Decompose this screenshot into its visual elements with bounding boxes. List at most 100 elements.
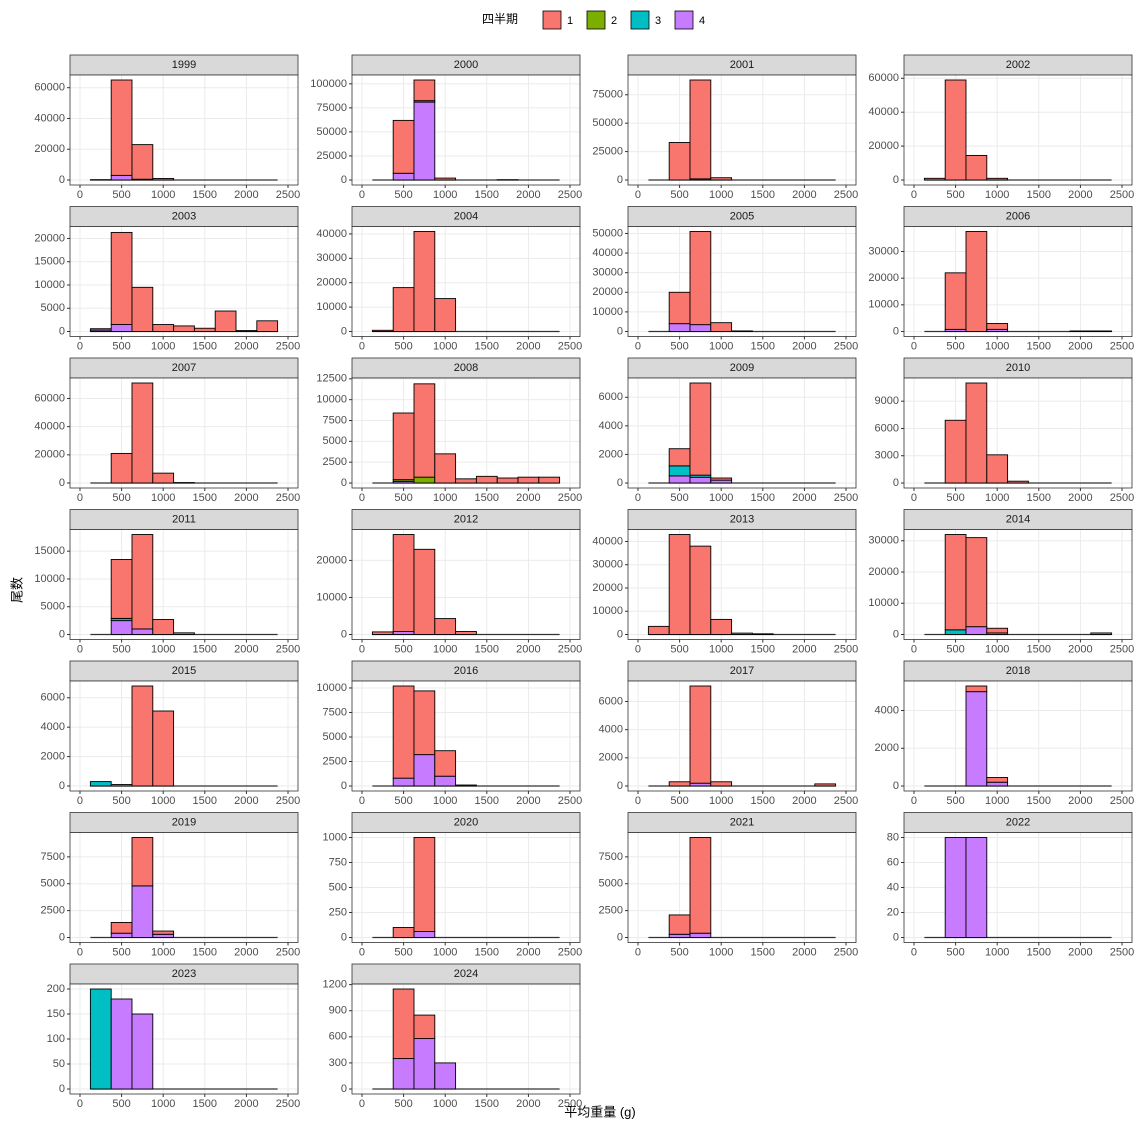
bar-segment: [965, 231, 988, 332]
bar-segment: [731, 330, 753, 332]
bar-segment: [689, 476, 712, 484]
y-tick-label: 75000: [316, 102, 347, 114]
y-tick-label: 2500: [599, 905, 623, 917]
y-tick-label: 0: [59, 477, 65, 489]
strip-label: 2009: [730, 362, 754, 374]
panel-border: [903, 74, 1133, 186]
x-tick-label: 1500: [1027, 492, 1051, 504]
x-tick-label: 2500: [276, 189, 300, 201]
panel-background: [628, 75, 856, 185]
panel-border: [627, 529, 857, 640]
y-tick-label: 50000: [316, 126, 347, 138]
panel-border: [69, 529, 299, 640]
panel-background: [352, 681, 580, 791]
y-tick-label: 40000: [592, 247, 623, 259]
y-tick-label: 0: [617, 477, 623, 489]
y-tick-label: 80: [887, 831, 899, 843]
bar-segment: [392, 287, 415, 332]
legend-label: 1: [567, 15, 573, 27]
x-tick-label: 500: [112, 643, 130, 655]
bar-segment: [392, 777, 415, 787]
bar-segment: [710, 477, 733, 481]
bar-segment: [392, 1058, 415, 1090]
y-tick-label: 20000: [868, 566, 899, 578]
bar-segment: [475, 475, 498, 484]
panel-border: [627, 226, 857, 337]
panel-background: [904, 681, 1132, 791]
panel-background: [70, 378, 298, 488]
x-tick-label: 0: [359, 189, 365, 201]
x-tick-label: 1000: [433, 946, 457, 958]
x-tick-label: 2000: [1068, 946, 1092, 958]
bar-segment: [89, 988, 112, 1090]
x-tick-label: 2000: [792, 946, 816, 958]
x-tick-label: 2500: [276, 643, 300, 655]
x-tick-label: 2500: [276, 1098, 300, 1110]
y-tick-label: 2500: [323, 456, 347, 468]
strip-label: 2017: [730, 665, 754, 677]
panel-background: [628, 378, 856, 488]
x-tick-label: 2000: [1068, 189, 1092, 201]
x-tick-label: 0: [77, 340, 83, 352]
y-tick-label: 5000: [323, 731, 347, 743]
strip-label: 2007: [172, 362, 196, 374]
y-tick-label: 0: [617, 780, 623, 792]
y-tick-label: 1200: [323, 979, 347, 991]
strip-label: 2018: [1006, 665, 1030, 677]
x-tick-label: 1500: [475, 795, 499, 807]
bar-segment: [131, 286, 154, 332]
x-tick-label: 2500: [834, 340, 858, 352]
y-tick-label: 10000: [316, 682, 347, 694]
y-tick-label: 4000: [41, 721, 65, 733]
legend-label: 4: [699, 15, 705, 27]
bar-segment: [392, 172, 415, 181]
y-tick-label: 10000: [868, 597, 899, 609]
y-tick-label: 10000: [592, 605, 623, 617]
x-tick-label: 1000: [709, 795, 733, 807]
y-tick-label: 10000: [316, 591, 347, 603]
bar-segment: [413, 101, 436, 181]
legend-key: [630, 10, 650, 30]
bar-segment: [434, 1062, 457, 1090]
bar-segment: [668, 933, 691, 938]
bar-segment: [235, 330, 258, 332]
y-tick-label: 1000: [323, 831, 347, 843]
panel-border: [69, 983, 299, 1095]
y-tick-label: 4000: [599, 420, 623, 432]
x-tick-label: 1500: [475, 946, 499, 958]
y-tick-label: 0: [617, 931, 623, 943]
bar-segment: [173, 632, 195, 635]
y-tick-label: 0: [617, 628, 623, 640]
x-tick-label: 2000: [516, 946, 540, 958]
bar-segment: [392, 119, 415, 174]
x-tick-label: 2500: [1110, 643, 1134, 655]
x-tick-label: 1000: [433, 795, 457, 807]
x-tick-label: 0: [359, 1098, 365, 1110]
bar-segment: [965, 154, 988, 181]
panel-border: [903, 226, 1133, 337]
x-tick-label: 2000: [1068, 795, 1092, 807]
x-tick-label: 1000: [433, 1098, 457, 1110]
x-tick-label: 2500: [1110, 492, 1134, 504]
x-tick-label: 2000: [234, 795, 258, 807]
bar-segment: [413, 79, 436, 102]
bar-segment: [689, 685, 712, 784]
panel-border: [351, 529, 581, 640]
x-tick-label: 500: [112, 340, 130, 352]
x-tick-label: 1000: [151, 795, 175, 807]
panel-border: [69, 226, 299, 337]
x-tick-label: 1500: [751, 643, 775, 655]
panel-background: [628, 529, 856, 640]
x-tick-label: 2500: [834, 189, 858, 201]
bar-segment: [413, 931, 436, 938]
bar-segment: [110, 231, 133, 325]
panel-border: [903, 377, 1133, 489]
x-tick-label: 1500: [193, 946, 217, 958]
strip-label: 2002: [1006, 59, 1030, 71]
x-tick-label: 1000: [151, 340, 175, 352]
y-tick-label: 25000: [592, 145, 623, 157]
bar-segment: [413, 476, 436, 484]
x-tick-label: 1000: [151, 492, 175, 504]
bar-segment: [1007, 480, 1029, 484]
bar-segment: [131, 885, 154, 938]
